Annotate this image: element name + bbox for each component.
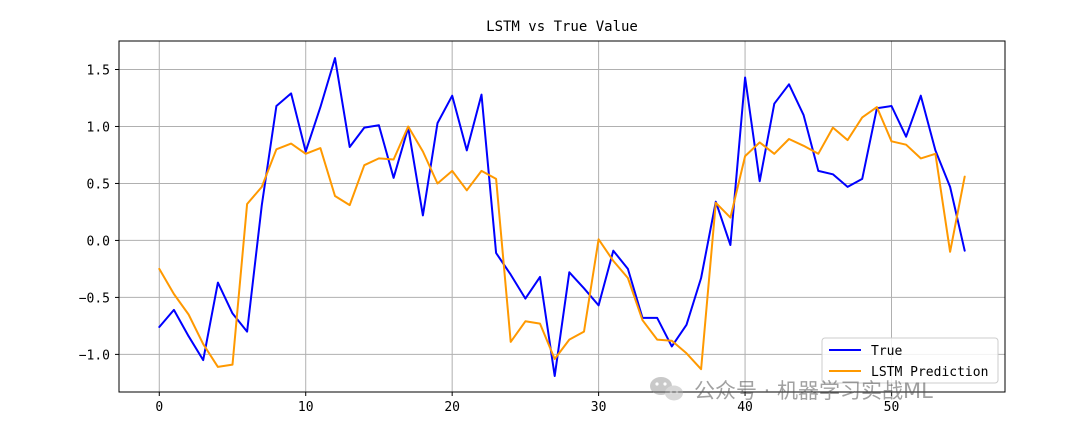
- legend-label-true: True: [871, 344, 902, 359]
- plot-frame: [118, 40, 1006, 393]
- legend: True LSTM Prediction: [821, 337, 999, 384]
- series-line-lstm-prediction: [158, 106, 966, 371]
- legend-box: [821, 337, 999, 384]
- series-line-true: [158, 57, 966, 377]
- y-tick-label: 1.0: [87, 120, 110, 135]
- y-tick-label: 0.5: [87, 177, 110, 192]
- chart-title: LSTM vs True Value: [486, 19, 638, 35]
- watermark-text: 公众号 · 机器学习实战ML: [694, 379, 933, 403]
- x-tick-label: 0: [155, 400, 163, 415]
- y-tick-label: 0.0: [87, 234, 110, 249]
- gridlines: [119, 41, 1005, 392]
- y-tick-label: 1.5: [87, 63, 110, 78]
- x-tick-label: 30: [591, 400, 607, 415]
- series-lines: [158, 57, 966, 377]
- watermark: 公众号 · 机器学习实战ML: [650, 377, 933, 403]
- y-tick-label: −0.5: [79, 291, 110, 306]
- legend-label-lstm-prediction: LSTM Prediction: [871, 365, 988, 380]
- axis-ticks: 0 10 20 30 40 50 −1.0 −0.5 0.0 0.5 1.0 1.5: [79, 63, 900, 415]
- wechat-icon: [650, 377, 683, 401]
- y-tick-label: −1.0: [79, 348, 110, 363]
- x-tick-label: 10: [298, 400, 314, 415]
- x-tick-label: 20: [444, 400, 460, 415]
- x-tick-label: 50: [884, 400, 900, 415]
- x-tick-label: 40: [737, 400, 753, 415]
